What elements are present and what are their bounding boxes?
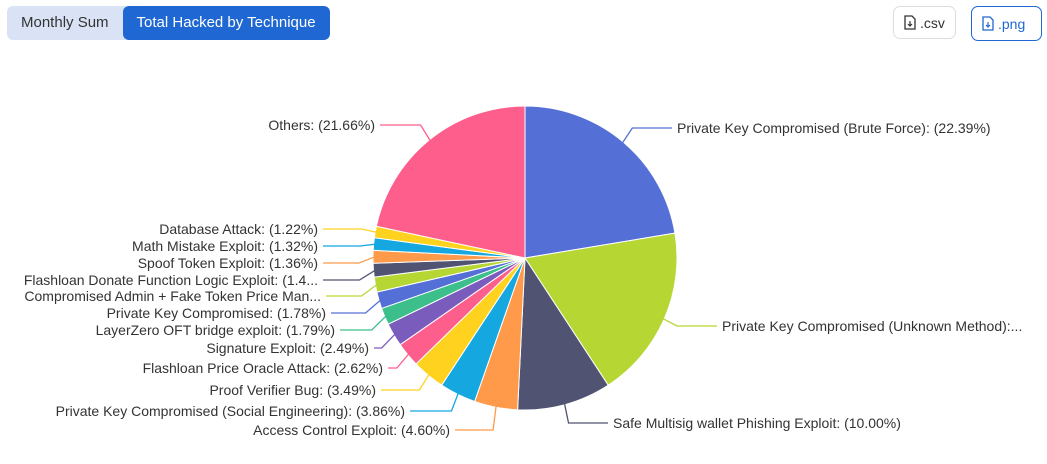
leader-line (323, 243, 376, 247)
slice-label: Compromised Admin + Fake Token Price Man… (24, 288, 321, 304)
file-download-icon (982, 16, 994, 31)
leader-line (323, 228, 378, 233)
slice-label: Private Key Compromised (Social Engineer… (56, 403, 405, 419)
download-csv-button[interactable]: .csv (893, 6, 956, 39)
slice-label: LayerZero OFT bridge exploit: (1.79%) (96, 322, 335, 338)
slice-label: Spoof Token Exploit: (1.36%) (138, 255, 318, 271)
leader-line (621, 127, 672, 144)
leader-line (455, 405, 497, 431)
leader-line (374, 333, 396, 349)
slice-label: Flashloan Price Oracle Attack: (2.62%) (143, 360, 383, 376)
slice-label: Signature Exploit: (2.49%) (206, 340, 369, 356)
slice-label: Proof Verifier Bug: (3.49%) (209, 382, 376, 398)
slice-label: Flashloan Donate Function Logic Exploit:… (24, 272, 318, 288)
slice-label: Private Key Compromised (Brute Force): (… (677, 120, 991, 136)
leader-line (380, 124, 432, 142)
leader-line (340, 315, 387, 331)
leader-line (563, 402, 608, 424)
leader-line (388, 352, 410, 369)
file-download-icon (904, 15, 916, 30)
slice-label: Safe Multisig wallet Phishing Exploit: (… (613, 415, 901, 431)
download-png-button[interactable]: .png (971, 6, 1042, 41)
leader-line (331, 299, 382, 314)
tab-total-hacked-by-technique[interactable]: Total Hacked by Technique (122, 6, 330, 40)
tab-monthly-sum[interactable]: Monthly Sum (21, 14, 109, 31)
slice-label: Database Attack: (1.22%) (159, 221, 318, 237)
leader-line (410, 392, 460, 412)
slice-label: Others: (21.66%) (268, 117, 375, 133)
leader-line (326, 283, 378, 297)
leader-line (381, 373, 431, 391)
slice-label: Private Key Compromised: (1.78%) (107, 305, 326, 321)
png-label: .png (998, 15, 1026, 32)
slice-label: Private Key Compromised (Unknown Method)… (722, 318, 1022, 334)
leader-line (323, 256, 376, 264)
leader-line (662, 317, 717, 327)
leader-line (323, 269, 376, 281)
pie-slice[interactable] (524, 105, 676, 259)
csv-label: .csv (920, 14, 945, 31)
slice-label: Math Mistake Exploit: (1.32%) (132, 238, 318, 254)
slice-label: Access Control Exploit: (4.60%) (253, 422, 450, 438)
chart-tabs: Monthly Sum Total Hacked by Technique (7, 6, 330, 40)
